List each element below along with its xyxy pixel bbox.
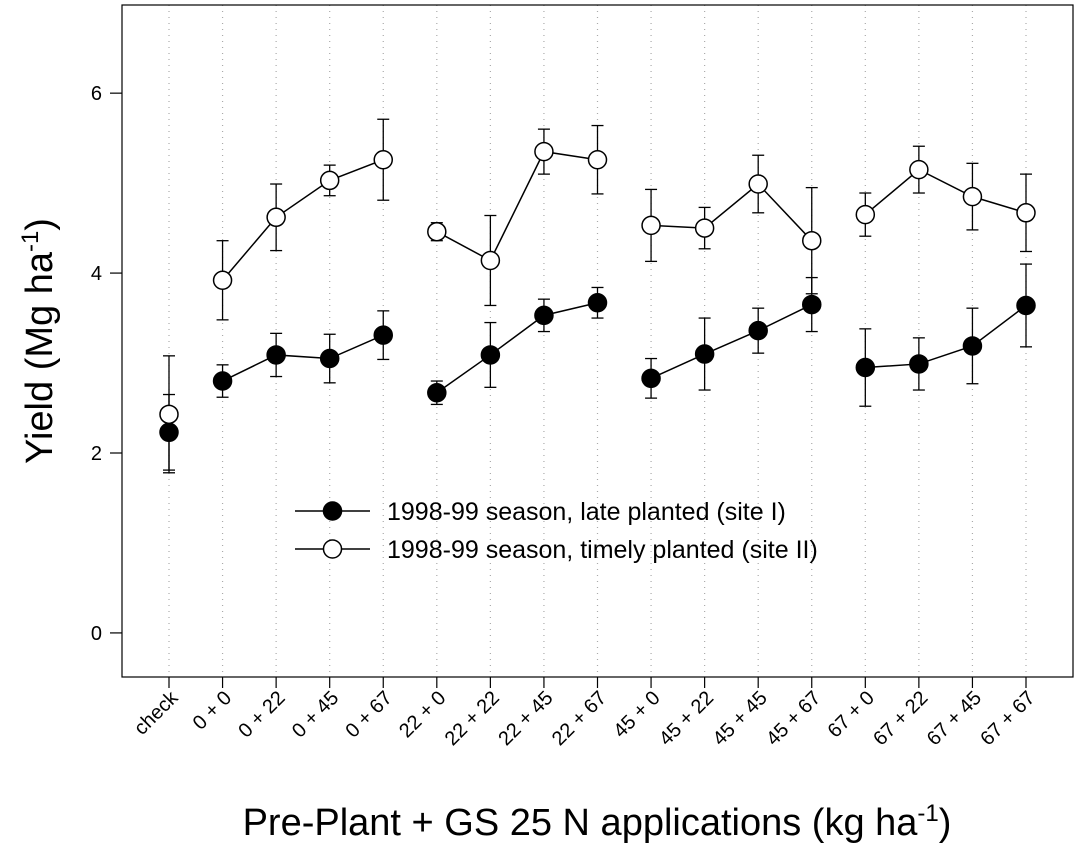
marker [694,218,715,238]
marker [480,345,501,365]
marker [534,305,554,326]
marker [266,207,286,228]
legend-marker [322,539,343,559]
marker [962,336,983,356]
marker [266,345,286,365]
x-axis-title-text: Pre-Plant + GS 25 N applications (kg ha [243,802,919,844]
y-tick-label: 2 [91,443,102,465]
x-tick-label: check [130,686,183,739]
marker [802,230,822,251]
x-tick-label: 0 + 67 [342,687,397,742]
series-line [222,334,384,382]
x-tick-label: 67 + 67 [976,687,1039,750]
series-line [221,159,384,281]
marker [373,325,393,345]
marker [212,270,233,291]
y-axis-title-text: Yield (Mg ha [19,251,61,464]
series-line [865,304,1027,369]
marker [909,354,929,374]
marker [373,149,393,170]
marker [855,357,876,378]
x-tick-label: 0 + 0 [189,687,236,734]
x-axis-title-end: ) [939,802,952,844]
y-tick-label: 4 [91,263,102,285]
marker [319,170,340,191]
legend-label: 1998-99 season, late planted (site I) [387,498,786,526]
marker [748,174,768,194]
series-line [436,302,598,394]
x-axis-title: Pre-Plant + GS 25 N applications (kg ha-… [243,800,952,844]
y-axis-title-end: ) [19,218,61,231]
marker [909,159,929,180]
marker [534,141,554,162]
y-tick-label: 6 [91,83,102,105]
x-axis-title-sup: -1 [917,800,938,827]
marker [159,404,179,425]
x-tick-label: 22 + 45 [494,687,557,750]
marker [641,215,661,236]
marker [427,221,447,242]
marker [319,348,340,369]
legend-label: 1998-99 season, timely planted (site II) [387,536,818,564]
x-tick-label: 67 + 45 [923,687,986,750]
marker [962,186,983,207]
x-tick-label: 45 + 67 [762,687,825,750]
y-axis-title-sup: -1 [17,231,44,252]
marker [480,250,501,271]
series-line [436,150,598,262]
marker [212,371,233,391]
series-line [651,182,813,242]
x-tick-label: 67 + 22 [869,687,932,750]
marker [1016,203,1036,223]
marker [641,368,661,389]
marker [855,204,876,225]
marker [802,294,822,315]
x-tick-label: 45 + 22 [655,687,718,750]
marker [587,293,608,313]
y-axis-title: Yield (Mg ha-1) [17,218,61,464]
x-tick-label: 45 + 45 [709,687,772,750]
x-tick-label: 0 + 22 [234,687,289,742]
marker [1016,295,1036,316]
series-line [864,168,1027,216]
marker [159,422,179,443]
marker [587,149,608,170]
marker [427,382,447,403]
x-tick-label: 0 + 45 [288,687,343,742]
legend-marker [322,501,343,521]
marker [748,320,768,341]
x-tick-label: 22 + 67 [548,687,611,750]
series-line [650,303,813,380]
y-tick-label: 0 [91,623,102,645]
x-tick-label: 22 + 22 [441,687,504,750]
marker [694,344,715,364]
